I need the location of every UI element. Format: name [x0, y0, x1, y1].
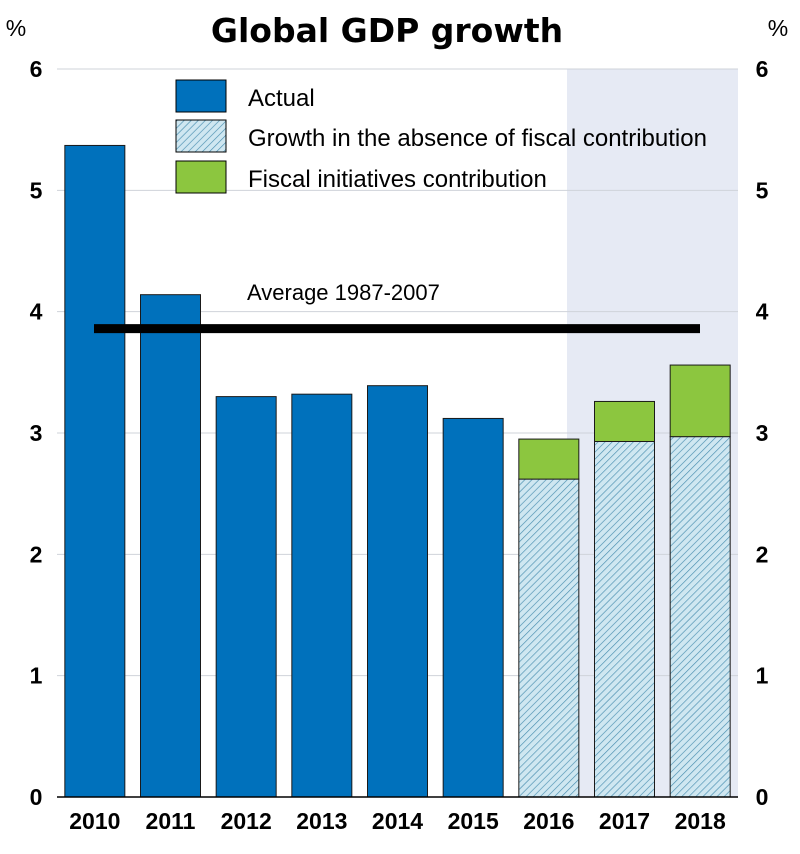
right-axis-ticks: 0 1 2 3 4 5 6	[756, 56, 769, 810]
bar-2016-absence	[518, 478, 580, 798]
x-tick-label: 2013	[296, 808, 347, 834]
chart-title: Global GDP growth	[211, 11, 563, 50]
x-axis-labels: 2010 2011 2012 2013 2014 2015 2016 2017 2018	[69, 808, 726, 834]
legend-label-absence: Growth in the absence of fiscal contribu…	[248, 125, 707, 152]
legend-swatch-absence	[175, 119, 227, 153]
left-tick-label: 6	[30, 56, 43, 82]
bar-2012-actual	[215, 396, 277, 798]
bar-2016-fiscal	[518, 438, 580, 480]
x-tick-label: 2011	[146, 808, 196, 834]
x-tick-label: 2014	[372, 808, 423, 834]
left-tick-label: 4	[30, 299, 43, 325]
bar-2015-actual	[442, 417, 504, 798]
left-tick-label: 5	[30, 177, 43, 203]
average-line-label: Average 1987-2007	[247, 280, 440, 305]
x-tick-label: 2010	[69, 808, 120, 834]
right-tick-label: 6	[756, 56, 769, 82]
legend: Actual Growth in the absence of fiscal c…	[175, 79, 707, 194]
left-tick-label: 0	[30, 784, 43, 810]
bar-2011-actual	[140, 294, 201, 798]
x-tick-label: 2016	[523, 808, 574, 834]
right-tick-label: 4	[756, 299, 769, 325]
left-axis-ticks: 0 1 2 3 4 5 6	[30, 56, 43, 810]
legend-label-fiscal: Fiscal initiatives contribution	[248, 166, 547, 193]
bar-2010-actual	[64, 144, 126, 798]
left-tick-label: 1	[30, 663, 43, 689]
left-tick-label: 2	[30, 541, 43, 567]
legend-swatch-fiscal	[175, 160, 227, 194]
bar-2017-absence	[594, 440, 655, 798]
legend-label-actual: Actual	[248, 85, 315, 112]
x-tick-label: 2017	[599, 808, 650, 834]
x-tick-label: 2012	[221, 808, 272, 834]
bar-2017-fiscal	[594, 400, 655, 442]
x-tick-label: 2015	[448, 808, 499, 834]
bar-2018-fiscal	[669, 364, 731, 438]
right-tick-label: 3	[756, 420, 769, 446]
bar-2018-absence	[669, 436, 731, 798]
right-axis-unit: %	[768, 15, 788, 41]
bar-2014-actual	[367, 385, 428, 798]
legend-swatch-actual	[175, 79, 227, 113]
right-tick-label: 2	[756, 541, 769, 567]
left-axis-unit: %	[6, 15, 26, 41]
right-tick-label: 0	[756, 784, 769, 810]
left-tick-label: 3	[30, 420, 43, 446]
bar-2013-actual	[291, 393, 353, 798]
x-tick-label: 2018	[675, 808, 726, 834]
right-tick-label: 5	[756, 177, 769, 203]
bars	[64, 144, 731, 798]
right-tick-label: 1	[756, 663, 769, 689]
